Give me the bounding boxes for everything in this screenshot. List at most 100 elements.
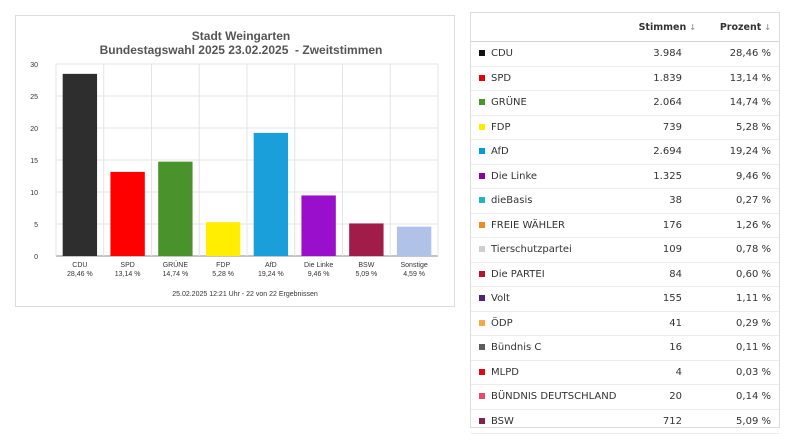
prozent-value: 5,09 % bbox=[703, 409, 779, 434]
party-color-swatch bbox=[479, 123, 485, 130]
party-color-cell bbox=[471, 384, 491, 410]
bar-afd[interactable] bbox=[253, 132, 289, 256]
party-name: GRÜNE bbox=[491, 90, 617, 116]
prozent-value: 5,28 % bbox=[703, 115, 779, 140]
stimmen-value: 20 bbox=[616, 384, 704, 410]
party-name: SPD bbox=[491, 66, 617, 91]
stimmen-value: 4 bbox=[616, 360, 704, 385]
prozent-value: 1,11 % bbox=[703, 286, 779, 312]
stimmen-value: 1.325 bbox=[616, 164, 704, 189]
table-row: GRÜNE 2.064 14,74 % bbox=[471, 90, 779, 116]
party-color-cell bbox=[471, 115, 491, 140]
prozent-value: 9,46 % bbox=[703, 164, 779, 189]
table-row: SPD 1.839 13,14 % bbox=[471, 66, 779, 91]
party-name: dieBasis bbox=[491, 188, 617, 214]
party-color-cell bbox=[471, 311, 491, 336]
stimmen-value: 84 bbox=[616, 262, 704, 287]
party-color-cell bbox=[471, 188, 491, 214]
bar-spd[interactable] bbox=[110, 171, 145, 256]
party-color-swatch bbox=[479, 197, 485, 204]
x-category-label: SPD bbox=[120, 262, 134, 269]
bar-die-linke[interactable] bbox=[301, 195, 336, 256]
party-color-cell bbox=[471, 41, 491, 67]
stimmen-value: 739 bbox=[616, 115, 704, 140]
header-party bbox=[491, 13, 617, 42]
party-color-cell bbox=[471, 409, 491, 434]
bar-value-label: 5,09 % bbox=[355, 271, 377, 278]
chart-subtitle: Bundestagswahl 2025 23.02.2025 - Zweitst… bbox=[100, 43, 383, 57]
party-color-swatch bbox=[479, 393, 485, 400]
bar-value-label: 5,28 % bbox=[212, 271, 234, 278]
chart-title: Stadt Weingarten bbox=[192, 29, 290, 43]
stimmen-value: 41 bbox=[616, 311, 704, 336]
bar-chart: Stadt Weingarten Bundestagswahl 2025 23.… bbox=[30, 29, 439, 298]
stimmen-value: 2.064 bbox=[616, 90, 704, 116]
stimmen-value: 109 bbox=[616, 237, 704, 263]
y-tick-label: 0 bbox=[34, 254, 38, 261]
table-row: ÖDP 41 0,29 % bbox=[471, 311, 779, 336]
party-color-swatch bbox=[479, 417, 485, 424]
prozent-value: 0,03 % bbox=[703, 360, 779, 385]
party-color-cell bbox=[471, 237, 491, 263]
party-color-cell bbox=[471, 286, 491, 312]
prozent-value: 0,60 % bbox=[703, 262, 779, 287]
party-color-cell bbox=[471, 164, 491, 189]
party-color-swatch bbox=[479, 270, 485, 277]
party-color-cell bbox=[471, 360, 491, 385]
header-stimmen[interactable]: Stimmen ↓ bbox=[616, 13, 704, 42]
stimmen-value: 38 bbox=[616, 188, 704, 214]
bar-sonstige[interactable] bbox=[396, 226, 432, 256]
table-row: BSW 712 5,09 % bbox=[471, 409, 779, 434]
x-category-label: Die Linke bbox=[304, 262, 333, 269]
stimmen-value: 2.694 bbox=[616, 139, 704, 165]
y-tick-label: 5 bbox=[34, 222, 38, 229]
prozent-value: 0,11 % bbox=[703, 335, 779, 361]
party-color-swatch bbox=[479, 74, 485, 81]
party-color-swatch bbox=[479, 221, 485, 228]
header-swatch bbox=[471, 13, 491, 42]
party-name: BÜNDNIS DEUTSCHLAND bbox=[491, 384, 617, 410]
bar-cdu[interactable] bbox=[62, 73, 98, 256]
table-row: Die PARTEI 84 0,60 % bbox=[471, 262, 779, 287]
party-color-swatch bbox=[479, 295, 485, 302]
header-prozent[interactable]: Prozent ↓ bbox=[703, 13, 779, 42]
party-color-swatch bbox=[479, 50, 485, 57]
bar-value-label: 28,46 % bbox=[67, 271, 93, 278]
stimmen-value: 3.984 bbox=[616, 41, 704, 67]
party-color-swatch bbox=[479, 246, 485, 253]
table-row: BÜNDNIS DEUTSCHLAND 20 0,14 % bbox=[471, 384, 779, 410]
party-color-cell bbox=[471, 139, 491, 165]
table-row: FDP 739 5,28 % bbox=[471, 115, 779, 140]
bar-grüne[interactable] bbox=[158, 161, 193, 256]
party-name: Bündnis C bbox=[491, 335, 617, 361]
table-row: AfD 2.694 19,24 % bbox=[471, 139, 779, 165]
table-row: Die Linke 1.325 9,46 % bbox=[471, 164, 779, 189]
bar-bsw[interactable] bbox=[349, 223, 384, 256]
party-color-cell bbox=[471, 335, 491, 361]
party-name: Die Linke bbox=[491, 164, 617, 189]
sort-arrow-icon[interactable]: ↓ bbox=[689, 22, 696, 32]
stimmen-value: 176 bbox=[616, 213, 704, 238]
results-table-panel: Stimmen ↓ Prozent ↓ CDU 3.984 28,46 % SPD 1.83… bbox=[470, 12, 780, 434]
bar-value-label: 4,59 % bbox=[403, 271, 425, 278]
results-table: Stimmen ↓ Prozent ↓ CDU 3.984 28,46 % SPD 1.83… bbox=[471, 13, 779, 434]
prozent-value: 13,14 % bbox=[703, 66, 779, 91]
bar-value-label: 9,46 % bbox=[308, 271, 330, 278]
table-row: CDU 3.984 28,46 % bbox=[471, 41, 779, 67]
table-row: dieBasis 38 0,27 % bbox=[471, 188, 779, 214]
bar-value-label: 19,24 % bbox=[258, 271, 284, 278]
x-category-label: Sonstige bbox=[401, 262, 428, 269]
sort-arrow-icon[interactable]: ↓ bbox=[764, 22, 771, 32]
table-row: Volt 155 1,11 % bbox=[471, 286, 779, 312]
party-name: AfD bbox=[491, 139, 617, 165]
stimmen-value: 712 bbox=[616, 409, 704, 434]
party-color-cell bbox=[471, 262, 491, 287]
y-tick-label: 20 bbox=[30, 126, 38, 133]
prozent-value: 0,27 % bbox=[703, 188, 779, 214]
chart-panel: Stadt Weingarten Bundestagswahl 2025 23.… bbox=[15, 15, 455, 307]
party-name: CDU bbox=[491, 41, 617, 67]
party-name: ÖDP bbox=[491, 311, 617, 336]
party-color-swatch bbox=[479, 344, 485, 351]
bar-fdp[interactable] bbox=[205, 222, 241, 256]
party-color-swatch bbox=[479, 319, 485, 326]
